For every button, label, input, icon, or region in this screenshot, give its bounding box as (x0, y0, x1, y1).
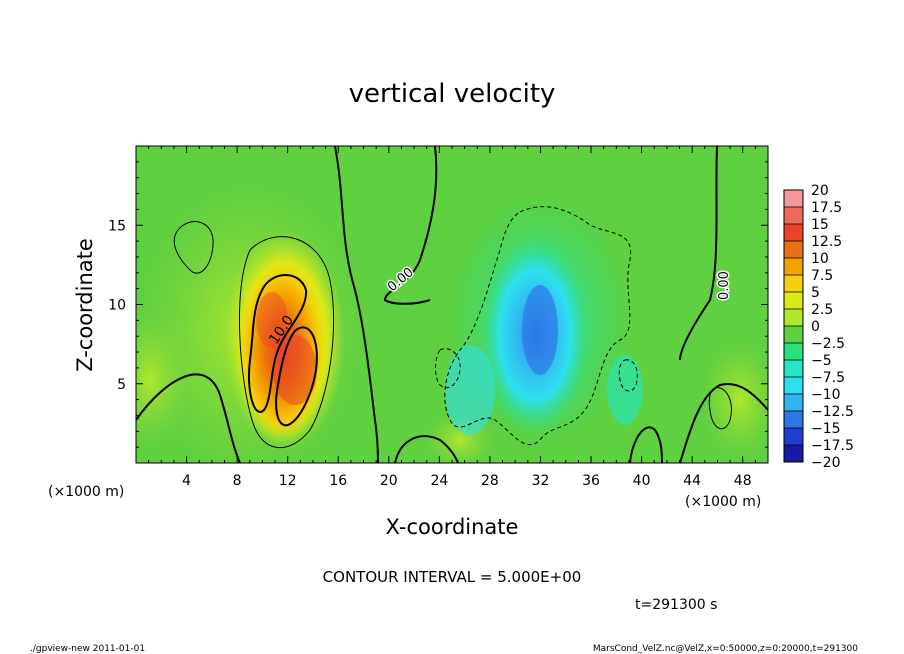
colorbar-label: 17.5 (811, 200, 842, 216)
colorbar-swatch (784, 445, 803, 463)
colorbar-label: 7.5 (811, 268, 833, 284)
downdraft-west (445, 345, 495, 435)
colorbar-swatch (784, 309, 803, 327)
x-tick-label: 20 (380, 473, 398, 489)
contour-zero-foot (394, 435, 459, 463)
chart-title: vertical velocity (349, 79, 556, 109)
colorbar-swatch (784, 377, 803, 395)
colorbar-swatch (784, 343, 803, 361)
y-axis: 5 10 15 (108, 161, 768, 448)
y-axis-title: Z-coordinate (73, 238, 97, 372)
contour-lines (136, 146, 768, 463)
colorbar-swatch (784, 428, 803, 446)
colorbar-swatch (784, 275, 803, 293)
contour-dashed-downdraft (444, 206, 632, 446)
downdraft-east (607, 355, 643, 425)
colorbar-swatch (784, 394, 803, 412)
contour-zero-mid (383, 146, 438, 305)
y-tick-label: 5 (117, 377, 126, 393)
contour-zero-bottom (136, 373, 241, 463)
x-unit-label-right: (×1000 m) (685, 494, 761, 510)
colorbar-label: −10 (811, 387, 841, 403)
x-axis-title: X-coordinate (386, 515, 519, 539)
contour-zero-foot-far-east (679, 383, 768, 463)
y-tick-label: 10 (108, 298, 126, 314)
plot-area (136, 146, 768, 463)
colorbar-label: −15 (811, 421, 841, 437)
contour-lines-thin (173, 221, 732, 448)
colorbar-swatch (784, 224, 803, 242)
x-tick-label: 12 (279, 473, 297, 489)
colorbar-label: 0 (811, 319, 820, 335)
x-tick-label: 48 (734, 473, 752, 489)
field-positive-zone (700, 340, 768, 460)
contour-ten (248, 274, 308, 413)
colorbar-swatch (784, 258, 803, 276)
colorbar-label: 10 (811, 251, 829, 267)
contour-thin-west-cell (173, 221, 214, 274)
x-tick-label: 8 (233, 473, 242, 489)
program-label: ./gpview-new 2011-01-01 (30, 644, 145, 654)
colorbar-label: −5 (811, 353, 832, 369)
colorbar-label: −20 (811, 455, 841, 471)
contour-zero-foot-east (629, 426, 663, 463)
time-label: t=291300 s (635, 597, 717, 613)
colorbar-label: −12.5 (811, 404, 854, 420)
contour-thin-east-cell (708, 387, 732, 430)
contour-label: 0.00 (717, 271, 732, 300)
colorbar-label: 20 (811, 183, 829, 199)
x-tick-label: 4 (182, 473, 191, 489)
x-tick-label: 24 (430, 473, 448, 489)
contour-dashed-east (618, 359, 638, 392)
colorbar-swatch (784, 360, 803, 378)
colorbar-label: −2.5 (811, 336, 845, 352)
x-axis: 4 8 12 16 20 24 28 32 36 40 44 48 (148, 146, 756, 489)
x-unit-label: (×1000 m) (48, 484, 124, 500)
x-tick-label: 16 (329, 473, 347, 489)
colorbar-swatch (784, 190, 803, 208)
source-label: MarsCond_VelZ.nc@VelZ,x=0:50000,z=0:2000… (593, 644, 858, 654)
contour-ten-lower (275, 326, 318, 427)
contour-dashed (435, 206, 638, 446)
contour-zero-left (334, 146, 379, 463)
contour-zero-right (679, 146, 718, 361)
contour-thin-updraft (238, 236, 335, 448)
x-tick-label: 32 (532, 473, 550, 489)
x-tick-label: 28 (481, 473, 499, 489)
x-tick-label: 44 (683, 473, 701, 489)
colorbar-swatch (784, 411, 803, 429)
colorbar-label: 2.5 (811, 302, 833, 318)
colorbar: 2017.51512.5107.552.50−2.5−5−7.5−10−12.5… (783, 183, 854, 471)
colorbar-label: −17.5 (811, 438, 854, 454)
y-tick-label: 15 (108, 218, 126, 234)
colorbar-label: −7.5 (811, 370, 845, 386)
colorbar-label: 5 (811, 285, 820, 301)
contour-interval: CONTOUR INTERVAL = 5.000E+00 (323, 568, 582, 586)
downdraft-center (522, 285, 558, 375)
colorbar-swatch (784, 326, 803, 344)
x-tick-label: 36 (582, 473, 600, 489)
colorbar-label: 15 (811, 217, 829, 233)
updraft-core-upper (256, 292, 288, 348)
colorbar-label: 12.5 (811, 234, 842, 250)
colorbar-swatch (784, 207, 803, 225)
field-positive-zone (136, 310, 190, 450)
contour-dashed-west (435, 348, 461, 389)
colorbar-swatch (784, 241, 803, 259)
colorbar-swatch (784, 292, 803, 310)
x-tick-label: 40 (633, 473, 651, 489)
